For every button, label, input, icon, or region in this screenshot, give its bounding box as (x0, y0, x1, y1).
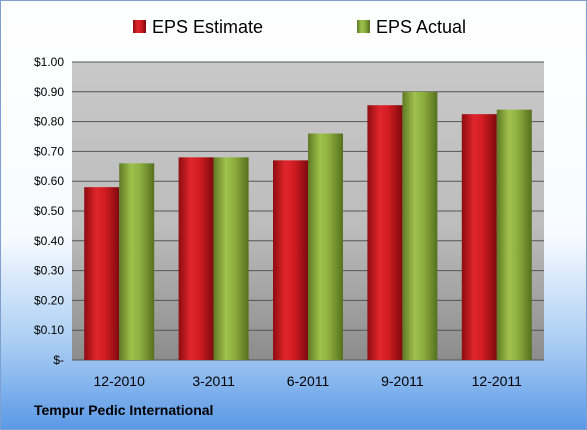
legend: EPS Estimate EPS Actual (133, 17, 466, 37)
y-tick-label: $1.00 (34, 55, 64, 69)
y-axis-ticks: $- $0.10 $0.20 $0.30 $0.40 $0.50 $0.60 $0.70 $0.… (34, 55, 64, 367)
x-tick-label: 9-2011 (381, 373, 424, 389)
y-tick-label: $0.30 (34, 264, 64, 278)
legend-label-actual: EPS Actual (376, 17, 466, 37)
legend-swatch-actual (357, 20, 370, 33)
bar-eps-estimate (273, 160, 308, 360)
bar-eps-actual (496, 109, 532, 361)
y-tick-label: $0.80 (34, 115, 64, 129)
legend-swatch-estimate (133, 20, 146, 33)
bar-eps-actual (402, 91, 438, 361)
y-tick-label: $0.40 (34, 234, 64, 248)
y-tick-label: $0.60 (34, 174, 64, 188)
y-tick-label: $0.20 (34, 293, 64, 307)
y-tick-label: $0.50 (34, 204, 64, 218)
y-tick-label: $0.90 (34, 85, 64, 99)
y-tick-label: $0.10 (34, 323, 64, 337)
legend-label-estimate: EPS Estimate (152, 17, 263, 37)
x-tick-label: 12-2011 (472, 373, 523, 389)
bar-eps-estimate (367, 105, 403, 361)
bar-eps-actual (119, 163, 155, 360)
x-tick-label: 6-2011 (287, 373, 330, 389)
company-name: Tempur Pedic International (34, 402, 213, 418)
bar-eps-actual (308, 133, 343, 360)
bar-eps-estimate (461, 114, 497, 361)
x-tick-label: 12-2010 (94, 373, 146, 389)
y-tick-label: $- (53, 353, 64, 367)
x-tick-label: 3-2011 (192, 373, 235, 389)
y-tick-label: $0.70 (34, 144, 64, 158)
x-axis-labels: 12-2010 3-2011 6-2011 9-2011 12-2011 (94, 373, 523, 389)
bar-eps-actual (213, 157, 249, 360)
bar-eps-estimate (178, 157, 214, 360)
bar-eps-estimate (84, 187, 120, 360)
bars (84, 91, 532, 361)
